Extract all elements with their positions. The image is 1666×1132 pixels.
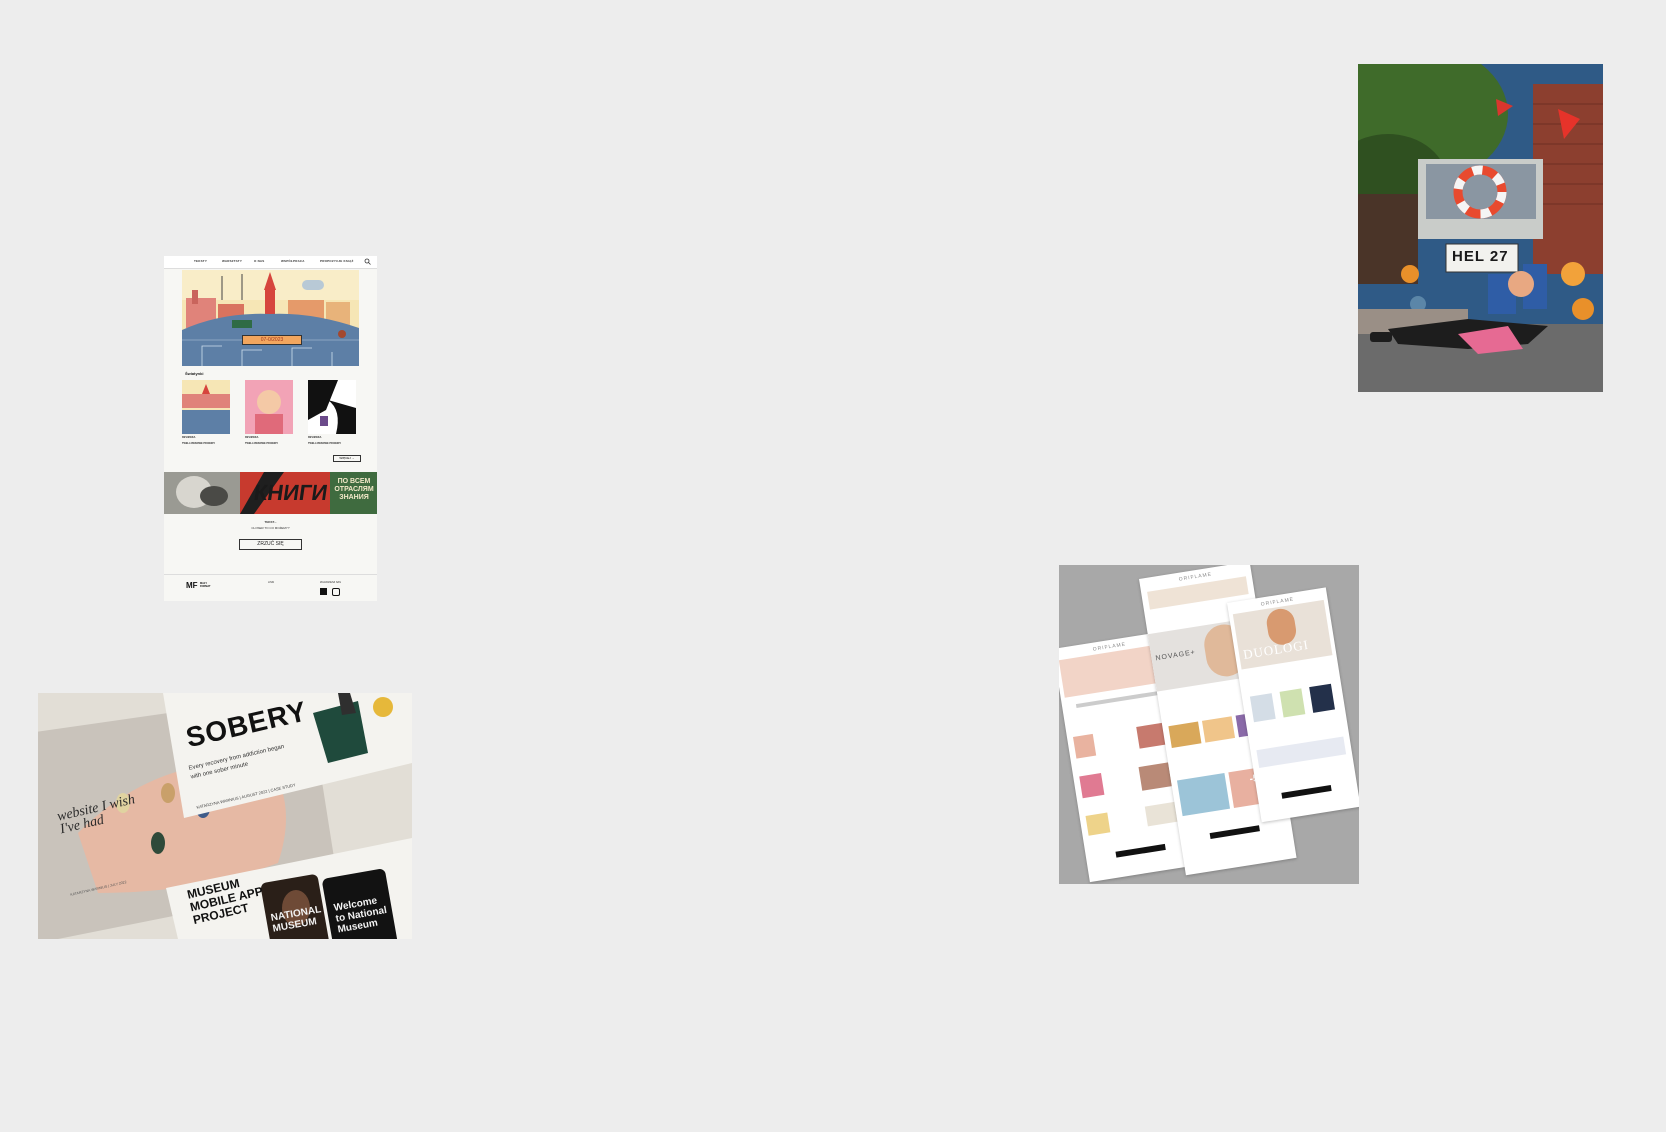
footer-logo-text: MAŁY FORMAT: [200, 582, 211, 588]
email-design-thumbnail[interactable]: ORIFLAME ORIFLAME NOVAGE+ -50% ORIFLAME …: [1059, 565, 1359, 884]
banner-side-text: ПО ВСЕМ ОТРАСЛЯМ ЗНАНИЯ: [334, 478, 374, 501]
mockup-more-button: WIĘCEJ →: [333, 455, 361, 462]
website-mockup-thumbnail[interactable]: TEKSTY WARSZTATY O NAS WSPÓŁPRACA PROPOZ…: [164, 256, 377, 601]
mockup-hero-date-button: 07-0/2023: [242, 335, 302, 345]
boat-photo-thumbnail[interactable]: HEL 27: [1358, 64, 1603, 392]
mockup-banner: КНИГИ ПО ВСЕМ ОТРАСЛЯМ ЗНАНИЯ: [164, 472, 377, 514]
mockup-card-image: [182, 380, 230, 434]
card-title: TWELLOWNOWE PRAWIDY: [182, 442, 216, 445]
card-title: TWELLOWNOWE PRAWIDY: [308, 442, 342, 445]
mockup-card-image: [245, 380, 293, 434]
card-category: REVIEWKA: [245, 436, 259, 439]
mockup-card-caption: REVIEWKA TWELLOWNOWE PRAWIDY: [245, 436, 295, 445]
mockup-navbar: TEKSTY WARSZTATY O NAS WSPÓŁPRACA PROPOZ…: [164, 256, 377, 269]
mockup-card-caption: REVIEWKA TWELLOWNOWE PRAWIDY: [308, 436, 358, 445]
mockup-small-text: CLOSER TO CO MOŻEMY?: [251, 526, 290, 530]
mockup-card-image: [308, 380, 356, 434]
mockup-hero-illustration: [182, 270, 359, 366]
boat-photo: [1358, 64, 1603, 392]
case-study-thumbnail[interactable]: SOBERY Every recovery from addiction beg…: [38, 693, 412, 939]
boat-plate-text: HEL 27: [1452, 248, 1509, 265]
card-category: REVIEWKA: [182, 436, 196, 439]
mockup-nav-item: O NAS: [254, 259, 265, 263]
mockup-cta-button: ZRZUĆ SIĘ: [239, 539, 302, 550]
mockup-section-title: Światynki: [185, 371, 204, 376]
footer-links-heading: LINKI: [268, 581, 275, 584]
mockup-small-heading: TEKST...: [264, 520, 277, 524]
card-category: REVIEWKA: [308, 436, 322, 439]
mockup-nav-item: TEKSTY: [194, 259, 208, 263]
mockup-footer: MF MAŁY FORMAT LINKI ZNAJDZIESZ NAS: [164, 574, 377, 601]
mockup-nav-item: WARSZTATY: [222, 259, 243, 263]
card-title: TWELLOWNOWE PRAWIDY: [245, 442, 279, 445]
facebook-icon: [320, 588, 327, 595]
mockup-nav-item: PROPOZYCJE KSIĄŻ: [320, 259, 354, 263]
footer-logo: MF: [186, 581, 198, 590]
footer-social-heading: ZNAJDZIESZ NAS: [320, 581, 341, 584]
mockup-nav-item: WSPÓŁPRACA: [281, 259, 305, 263]
instagram-icon: [332, 588, 340, 596]
mockup-search-icon: [364, 258, 371, 265]
case-study-background: [38, 693, 412, 939]
mockup-card-caption: REVIEWKA TWELLOWNOWE PRAWIDY: [182, 436, 232, 445]
banner-book-text: КНИГИ: [252, 480, 330, 505]
